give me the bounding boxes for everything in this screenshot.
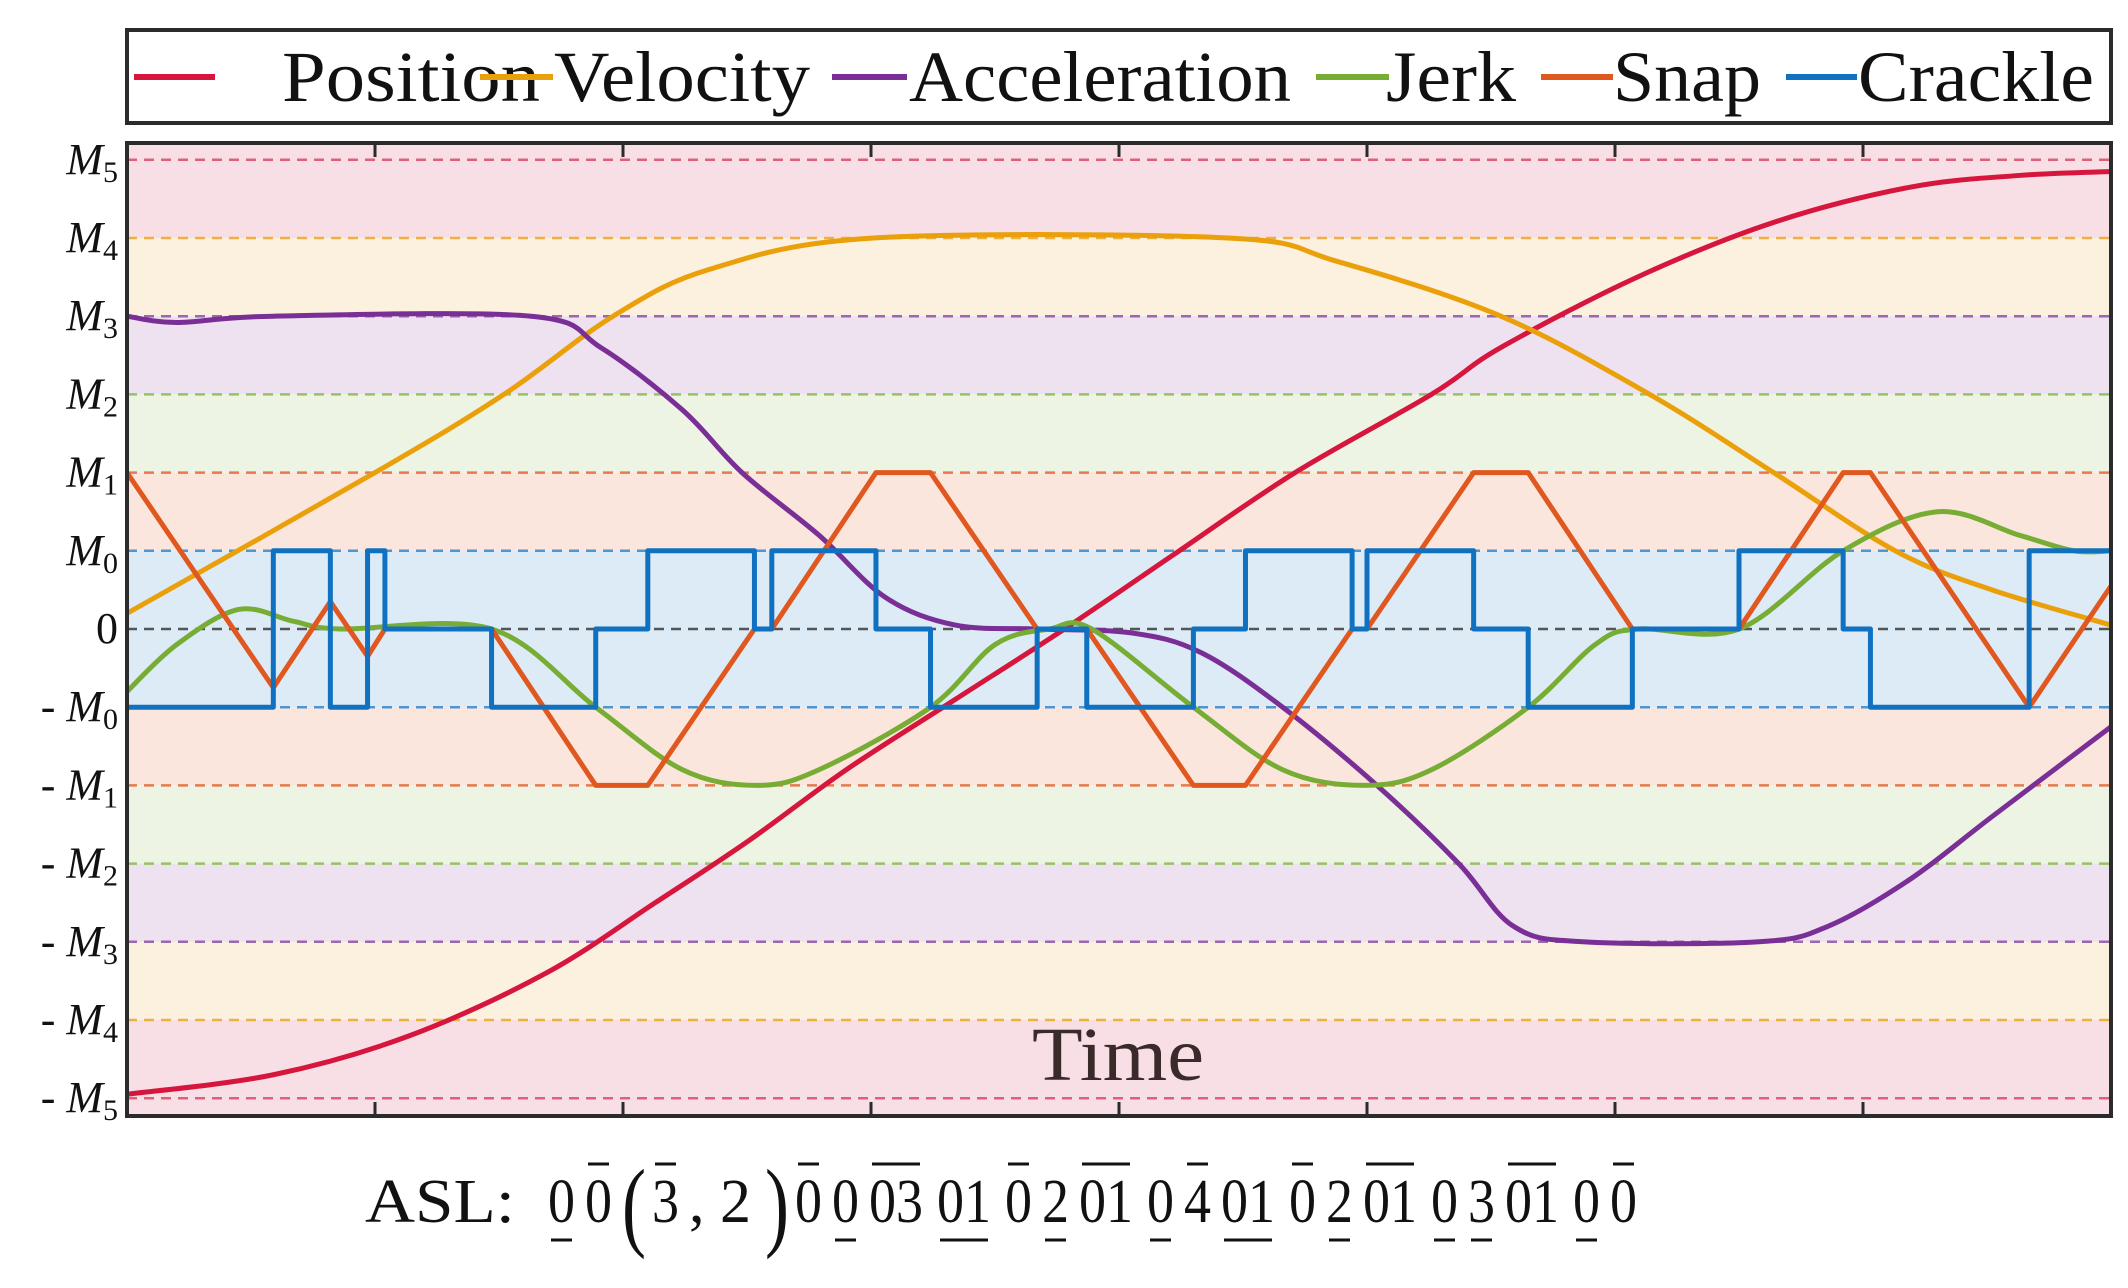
y-tick-label: - M2	[41, 839, 118, 893]
band-level-neg-2	[127, 707, 2111, 786]
band-level-neg-4	[127, 863, 2111, 942]
y-tick-base: M	[65, 526, 105, 575]
series-line-velocity	[125, 232, 2112, 628]
asl-token: 03	[869, 1168, 923, 1236]
asl-token: 0	[1431, 1168, 1458, 1236]
y-tick-base: M	[65, 995, 105, 1044]
x-axis-label: Time	[1032, 1013, 1204, 1097]
band-level-neg-5	[127, 941, 2111, 1020]
band-level-3	[127, 394, 2111, 473]
asl-paren: (	[622, 1149, 646, 1260]
asl-token: 0	[548, 1168, 575, 1236]
y-tick-label: M3	[65, 291, 118, 345]
x-ticks	[373, 143, 1865, 1116]
y-tick-sub: 2	[103, 390, 118, 423]
y-tick-sub: 4	[103, 234, 118, 267]
y-tick-label: M1	[65, 448, 118, 502]
y-tick-base: M	[65, 917, 105, 966]
asl-prefix: ASL:	[365, 1168, 515, 1236]
series-line-acceleration	[126, 311, 2113, 947]
legend-label-crackle: Crackle	[1858, 37, 2094, 117]
series-line-jerk	[125, 509, 2112, 788]
legend: Position Velocity Acceleration Jerk Snap Crac…	[125, 28, 2113, 125]
y-tick-label: M0	[65, 526, 118, 580]
y-tick-sign: -	[41, 917, 67, 966]
y-tick-label: - M3	[41, 917, 118, 971]
band-level-neg-6	[127, 1020, 2111, 1116]
asl-annotation: ASL: 0 0(3, 2) 0 0 03 01 0 2 01 0 4 01 0 2 01 0 3 01 0 0	[365, 1149, 1637, 1260]
y-tick-sub: 3	[103, 938, 118, 971]
asl-token: 0	[1573, 1168, 1600, 1236]
y-tick-label: - M0	[41, 682, 118, 736]
asl-token: 0	[1610, 1168, 1637, 1236]
y-tick-sign: -	[41, 839, 67, 888]
asl-token: 3	[1468, 1168, 1495, 1236]
asl-token: 01	[1079, 1168, 1133, 1236]
y-tick-base: M	[65, 760, 105, 809]
asl-token: , 2	[689, 1168, 751, 1236]
asl-token: 0	[1289, 1168, 1316, 1236]
y-tick-base: M	[65, 369, 105, 418]
y-tick-base: M	[65, 291, 105, 340]
y-tick-label: - M5	[41, 1073, 118, 1127]
band-level-5	[127, 238, 2111, 317]
band-level-4	[127, 316, 2111, 395]
y-tick-label: - M1	[41, 760, 118, 814]
asl-token: 0	[795, 1168, 822, 1236]
legend-label-snap: Snap	[1613, 37, 1761, 117]
y-tick-base: M	[65, 839, 105, 888]
legend-frame	[125, 28, 2113, 125]
y-tick-sub: 5	[103, 1094, 118, 1127]
y-tick-base: 0	[96, 604, 118, 653]
band-level-6	[127, 143, 2111, 238]
y-tick-base: M	[65, 448, 105, 497]
legend-label-velocity: Velocity	[554, 37, 810, 117]
y-tick-sub: 2	[103, 860, 118, 893]
y-tick-sign: -	[41, 760, 67, 809]
asl-token: 4	[1184, 1168, 1211, 1236]
y-tick-label: M2	[65, 369, 118, 423]
y-tick-base: M	[65, 213, 105, 262]
asl-token: 0	[832, 1168, 859, 1236]
y-tick-sub: 3	[103, 312, 118, 345]
asl-token: 0	[1005, 1168, 1032, 1236]
y-tick-label: M5	[65, 135, 118, 189]
y-tick-sub: 0	[103, 703, 118, 736]
y-tick-sub: 1	[103, 469, 118, 502]
y-tick-sign: -	[41, 1073, 67, 1122]
y-tick-sub: 1	[103, 781, 118, 814]
legend-label-acceleration: Acceleration	[909, 37, 1291, 117]
y-tick-label: 0	[96, 604, 118, 653]
asl-token: 01	[1505, 1168, 1559, 1236]
series-lines	[124, 169, 2114, 1097]
y-tick-sub: 4	[103, 1016, 118, 1049]
asl-token: 0	[1147, 1168, 1174, 1236]
band-level-2	[127, 472, 2111, 551]
y-tick-base: M	[65, 1073, 105, 1122]
asl-token: 0	[585, 1168, 612, 1236]
y-tick-base: M	[65, 682, 105, 731]
series-line-crackle	[127, 548, 2111, 710]
y-tick-sign: -	[41, 995, 67, 1044]
asl-token: 3	[652, 1168, 679, 1236]
y-tick-sub: 5	[103, 156, 118, 189]
y-tick-sub: 0	[103, 547, 118, 580]
asl-token: 01	[937, 1168, 991, 1236]
y-tick-label: - M4	[41, 995, 118, 1049]
series-line-position	[126, 169, 2112, 1097]
asl-token: 01	[1221, 1168, 1275, 1236]
band-level-neg-3	[127, 785, 2111, 864]
legend-label-jerk: Jerk	[1386, 37, 1516, 117]
asl-paren: )	[765, 1149, 789, 1260]
y-tick-base: M	[65, 135, 105, 184]
asl-token: 01	[1363, 1168, 1417, 1236]
y-tick-label: M4	[65, 213, 118, 267]
y-tick-sign: -	[41, 682, 67, 731]
asl-token: 2	[1326, 1168, 1353, 1236]
asl-token: 2	[1042, 1168, 1069, 1236]
